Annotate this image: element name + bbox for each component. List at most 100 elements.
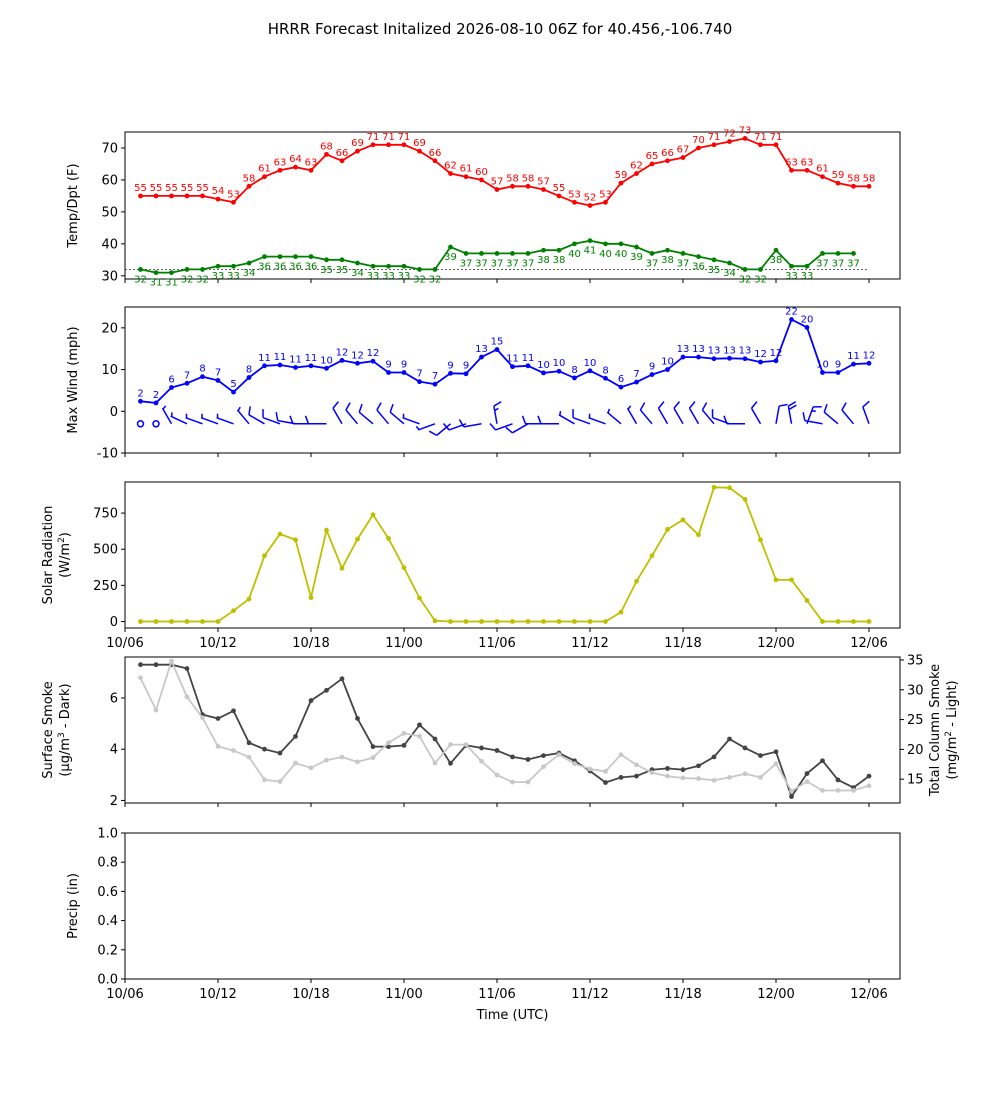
- smoke-series-0-point: [510, 754, 515, 760]
- temperature-series-1-data-label: 32: [181, 274, 194, 285]
- wind-series-0-point: [355, 360, 360, 366]
- smoke-series-0-line: [140, 663, 870, 799]
- wind-barb: [161, 405, 173, 425]
- temperature-series-1-point: [355, 260, 360, 266]
- wind-barb: [332, 401, 343, 425]
- solar-series-0-point: [649, 553, 655, 559]
- temperature-series-0-data-label: 62: [630, 161, 643, 172]
- temperature-series-0-data-label: 55: [553, 183, 566, 194]
- wind-barb: [345, 402, 359, 425]
- solar-series-0-point: [231, 608, 236, 614]
- solar-xtick-label: 10/12: [199, 636, 236, 651]
- temperature-series-0-point: [572, 199, 577, 205]
- wind-series-0-point: [804, 325, 810, 330]
- wind-barb-shaft: [673, 407, 684, 425]
- wind-series-0-point: [138, 398, 143, 404]
- solar-xtick-label: 11/00: [385, 636, 422, 651]
- solar-series-0-point: [494, 619, 500, 624]
- wind-barb-shaft: [262, 416, 281, 425]
- temperature-series-0-data-label: 68: [320, 141, 333, 152]
- solar-series-0-point: [804, 598, 810, 603]
- temperature-series-0-point: [463, 174, 469, 180]
- wind-series-0-data-label: 8: [571, 365, 577, 376]
- wind-barb: [841, 402, 855, 425]
- wind-series-0-point: [494, 347, 500, 352]
- temperature-series-1-data-label: 36: [258, 262, 271, 273]
- temperature-series-1-data-label: 35: [336, 265, 349, 276]
- smoke-series-0-point: [479, 745, 484, 751]
- temperature-series-0-point: [758, 142, 763, 148]
- temperature-series-0-data-label: 70: [692, 135, 705, 146]
- temperature-ytick-label: 50: [101, 205, 118, 220]
- temperature-series-0-data-label: 57: [491, 177, 504, 188]
- wind-barb-shaft: [657, 407, 669, 425]
- smoke-series-1-point: [153, 707, 159, 713]
- wind-series-0-point: [231, 389, 236, 395]
- temperature-series-0-data-label: 63: [305, 157, 318, 168]
- wind-series-0-data-label: 9: [649, 362, 655, 373]
- wind-series-0-data-label: 12: [863, 350, 876, 361]
- wind-barb: [493, 401, 502, 424]
- temperature-series-0-point: [680, 155, 686, 160]
- wind-barb-half-feather: [494, 407, 499, 412]
- wind-barb: [152, 420, 160, 428]
- temperature-series-1-data-label: 36: [289, 262, 302, 273]
- wind-series-0-point: [758, 359, 763, 365]
- temperature-series-1-point: [603, 241, 608, 247]
- solar-series-0-point: [370, 512, 376, 518]
- wind-barb-shaft: [862, 406, 870, 425]
- smoke-series-0-point: [448, 760, 453, 766]
- wind-barb-feather: [688, 401, 696, 409]
- wind-barb-feather: [778, 403, 788, 407]
- temperature-series-0-point: [773, 142, 779, 148]
- wind-barb-feather: [304, 415, 310, 425]
- solar-series-0-line: [140, 486, 869, 623]
- precip-xtick-label: 12/00: [757, 987, 794, 1002]
- smoke-series-1-point: [525, 779, 531, 785]
- wind-barb-shaft: [216, 416, 234, 425]
- wind-barb-shaft: [248, 414, 265, 425]
- precip-xtick-label: 10/18: [292, 987, 329, 1002]
- temperature-series-1-data-label: 33: [785, 271, 798, 282]
- temperature-series-1-data-label: 32: [739, 274, 752, 285]
- wind-barb-feather: [428, 430, 438, 437]
- temperature-series-1-data-label: 37: [522, 258, 535, 269]
- wind-barb: [248, 406, 265, 425]
- wind-barb-feather: [802, 412, 806, 421]
- precip-xtick-label: 10/06: [106, 987, 143, 1002]
- smoke-series-1-point: [587, 766, 593, 772]
- solar-series-0-point: [510, 619, 515, 624]
- solar-series-0-point: [324, 527, 329, 533]
- temperature-series-1-data-label: 31: [150, 278, 163, 289]
- temperature-series-1-data-label: 32: [754, 274, 767, 285]
- wind-barb-shaft: [512, 423, 529, 434]
- solar-series-0-point: [184, 619, 190, 624]
- wind-series-0-point: [618, 384, 624, 390]
- wind-barb: [216, 413, 234, 425]
- wind-barb-shaft: [804, 419, 823, 425]
- wind-series-0-point: [215, 378, 221, 383]
- temperature-series-0-point: [494, 187, 500, 192]
- solar-xtick-label: 11/18: [664, 636, 701, 651]
- wind-barb-shaft: [688, 407, 700, 425]
- solar-series-0-point: [448, 619, 453, 624]
- smoke-series-1-point: [820, 788, 825, 793]
- wind-barb: [823, 403, 839, 425]
- temperature-series-0-data-label: 66: [661, 148, 674, 159]
- smoke-series-0-point: [711, 754, 717, 760]
- smoke-series-1-point: [262, 777, 267, 783]
- solar-series-0-point: [773, 577, 779, 583]
- temperature-series-1-data-label: 36: [274, 262, 287, 273]
- temperature-series-1-point: [851, 251, 856, 256]
- wind-series-0-data-label: 7: [184, 370, 190, 381]
- precip-ytick-label: 0.6: [97, 885, 118, 900]
- temperature-series-1-point: [308, 254, 314, 260]
- temperature-series-1-point: [758, 267, 763, 272]
- solar-series-0-point: [727, 485, 732, 491]
- wind-barb-shaft: [841, 409, 855, 425]
- smoke-series-1-point: [215, 743, 221, 749]
- wind-series-0-point: [696, 354, 701, 360]
- smoke-series-1-point: [649, 770, 655, 776]
- wind-barb-feather: [639, 402, 646, 411]
- precip-ylabel: Precip (in): [66, 873, 81, 939]
